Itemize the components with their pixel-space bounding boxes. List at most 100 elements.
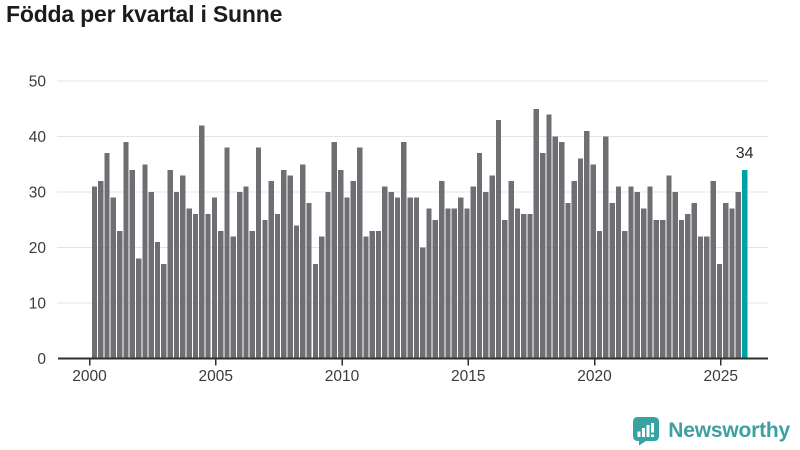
bar-2021-Q2 — [628, 186, 634, 359]
bar-2014-Q4 — [464, 208, 470, 359]
bar-2015-Q1 — [470, 186, 476, 359]
bar-2006-Q1 — [243, 186, 249, 359]
bar-2002-Q4 — [161, 264, 167, 359]
bar-2007-Q1 — [268, 180, 274, 359]
bar-2016-Q2 — [502, 219, 508, 359]
bar-2018-Q3 — [558, 142, 565, 359]
bar-2003-Q2 — [173, 192, 180, 359]
newsworthy-logo-text: Newsworthy — [668, 419, 790, 442]
bar-2006-Q2 — [249, 230, 255, 359]
bar-2004-Q4 — [211, 197, 218, 359]
bar-2003-Q3 — [180, 175, 186, 359]
bar-2023-Q3 — [685, 214, 691, 359]
y-tick-label-0: 0 — [37, 351, 46, 368]
bar-2008-Q4 — [312, 264, 319, 359]
bar-2018-Q2 — [552, 136, 558, 359]
bar-2013-Q2 — [426, 208, 432, 359]
bar-2016-Q1 — [495, 119, 502, 359]
bar-2015-Q3 — [483, 192, 489, 359]
bar-2011-Q2 — [375, 230, 382, 359]
bar-2006-Q4 — [262, 219, 268, 359]
bar-2009-Q2 — [325, 192, 331, 359]
bar-2016-Q4 — [514, 208, 521, 359]
bar-2020-Q2 — [603, 136, 609, 359]
bar-2019-Q1 — [571, 180, 577, 359]
bar-2007-Q2 — [274, 214, 281, 359]
bar-2012-Q2 — [401, 142, 407, 359]
bar-2010-Q1 — [344, 197, 350, 359]
x-tick-label-2020: 2020 — [577, 368, 612, 385]
bar-2013-Q1 — [420, 247, 426, 359]
bar-2002-Q2 — [148, 192, 154, 359]
bar-2013-Q3 — [432, 219, 438, 359]
bar-2004-Q3 — [205, 214, 211, 359]
y-tick-label-50: 50 — [29, 74, 47, 91]
bar-2015-Q2 — [476, 153, 483, 359]
bar-2014-Q3 — [457, 197, 464, 359]
bar-2011-Q1 — [369, 230, 375, 359]
bar-2005-Q3 — [230, 236, 236, 359]
chart-title: Födda per kvartal i Sunne — [6, 1, 283, 27]
bar-2021-Q3 — [634, 192, 641, 359]
bar-2002-Q1 — [142, 164, 148, 359]
bar-2023-Q1 — [672, 192, 678, 359]
newsworthy-logo-icon — [633, 417, 660, 446]
bar-2022-Q1 — [647, 186, 653, 359]
bar-2001-Q4 — [135, 258, 142, 359]
x-tick-label-2000: 2000 — [72, 368, 107, 385]
bar-2015-Q4 — [489, 175, 495, 359]
bar-2022-Q3 — [659, 219, 666, 359]
bar-2017-Q2 — [527, 214, 533, 359]
bar-2009-Q4 — [338, 169, 344, 359]
bar-2000-Q3 — [104, 153, 110, 359]
bar-2006-Q3 — [255, 147, 262, 359]
bar-2021-Q1 — [622, 230, 628, 359]
highlight-value-label: 34 — [736, 145, 754, 162]
bar-2023-Q2 — [678, 219, 685, 359]
highlighted-bar-2025-Q4 — [742, 169, 748, 359]
bar-2017-Q1 — [521, 214, 527, 359]
bar-2007-Q4 — [287, 175, 293, 359]
bar-2017-Q4 — [540, 153, 546, 359]
bar-2024-Q1 — [697, 236, 704, 359]
bar-2003-Q1 — [167, 169, 173, 359]
bar-2000-Q2 — [98, 180, 104, 359]
x-tick-label-2025: 2025 — [704, 368, 738, 385]
bar-2005-Q1 — [218, 230, 224, 359]
bar-2017-Q3 — [533, 108, 540, 359]
bar-2020-Q1 — [596, 230, 603, 359]
bar-2025-Q3 — [735, 192, 742, 359]
bar-2003-Q4 — [186, 208, 192, 359]
bar-2024-Q2 — [704, 236, 710, 359]
bar-2025-Q1 — [723, 203, 729, 359]
bar-2010-Q4 — [363, 236, 369, 359]
y-tick-label-30: 30 — [29, 185, 47, 202]
bar-2012-Q1 — [394, 197, 401, 359]
bar-2024-Q3 — [710, 180, 716, 359]
bar-2021-Q4 — [641, 208, 647, 359]
bar-2001-Q3 — [129, 169, 135, 359]
bar-2019-Q3 — [584, 130, 590, 359]
bar-2014-Q1 — [445, 208, 451, 359]
bar-2004-Q1 — [192, 214, 199, 359]
bar-2010-Q3 — [356, 147, 363, 359]
bar-2002-Q3 — [154, 241, 161, 359]
bar-2012-Q3 — [407, 197, 413, 359]
bar-2011-Q3 — [382, 186, 388, 359]
bar-2001-Q1 — [117, 230, 123, 359]
bar-2009-Q3 — [331, 142, 337, 359]
bar-2019-Q4 — [590, 164, 596, 359]
bar-2004-Q2 — [199, 125, 205, 359]
x-tick-label-2005: 2005 — [199, 368, 233, 385]
x-tick-label-2010: 2010 — [325, 368, 360, 385]
bar-2023-Q4 — [691, 203, 697, 359]
y-tick-label-20: 20 — [29, 240, 47, 257]
bar-2012-Q4 — [413, 197, 420, 359]
bar-2008-Q2 — [300, 164, 306, 359]
bar-2024-Q4 — [716, 264, 723, 359]
bar-2008-Q3 — [306, 203, 312, 359]
newsworthy-logo[interactable]: Newsworthy — [631, 416, 790, 446]
bar-2013-Q4 — [439, 180, 445, 359]
